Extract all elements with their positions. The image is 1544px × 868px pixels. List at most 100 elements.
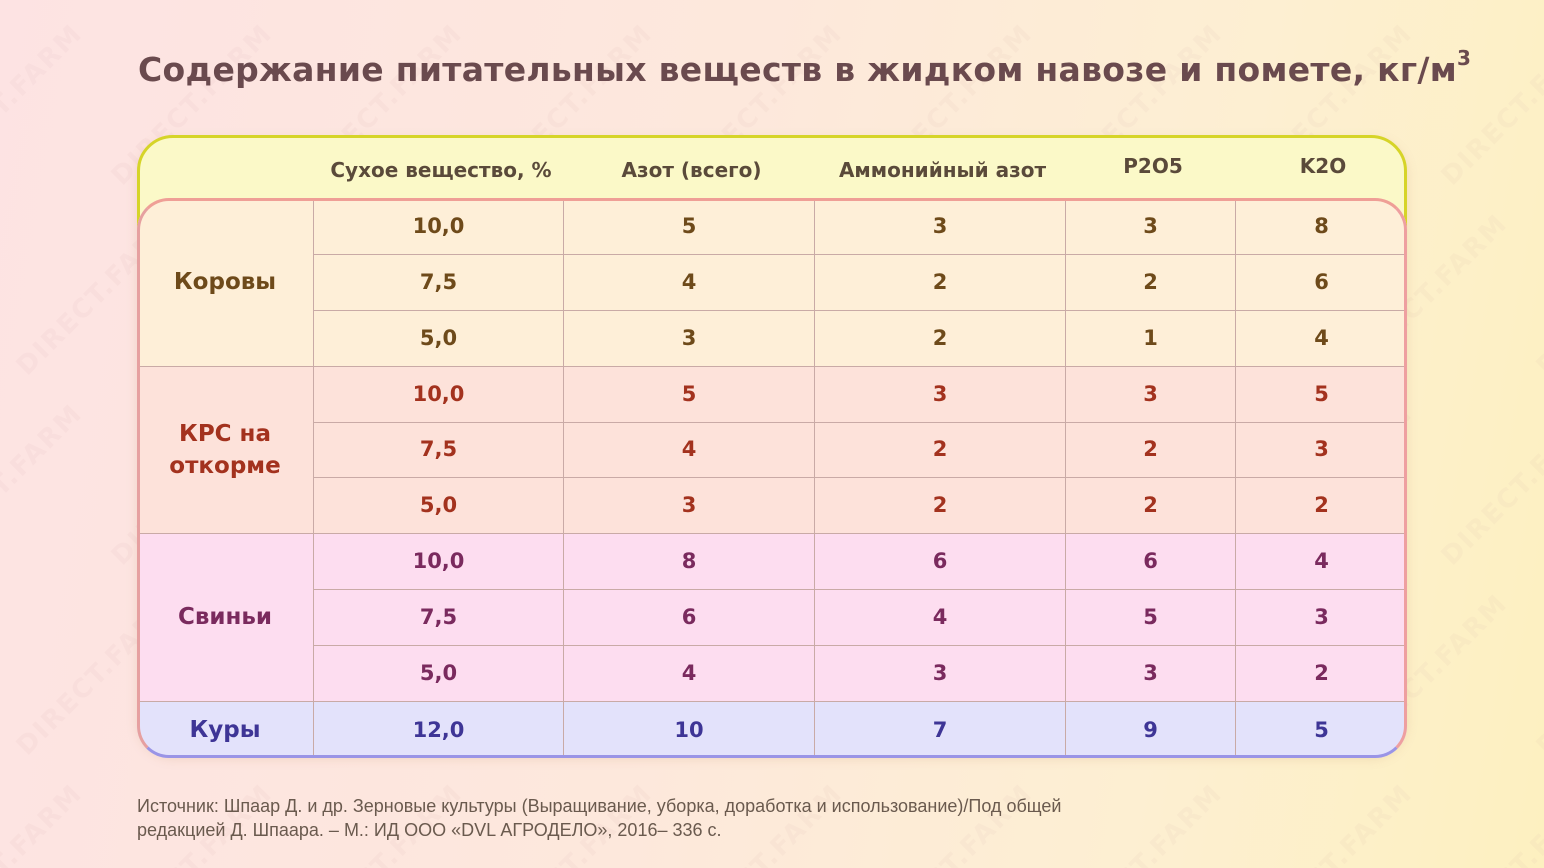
table-cell: 6 [1065,533,1235,589]
row-divider [313,254,1407,255]
table-cell: 3 [814,366,1065,422]
watermark-text: DIRECT.FARM [201,0,374,1]
table-cell: 4 [814,589,1065,645]
watermark-text: DIRECT.FARM [1435,778,1544,868]
table-cell: 6 [814,533,1065,589]
table-body: Коровы 10,0 5 3 3 8 7,5 4 2 2 6 5,0 3 2 1 4 КРС на откор… [137,198,1407,758]
table-cell: 5 [563,198,814,254]
table-cell: 5 [1235,701,1407,758]
table-cell: 4 [563,421,814,478]
table-cell: 5 [1235,366,1407,422]
table-cell: 3 [1235,421,1407,478]
watermark-text: DIRECT.FARM [1530,208,1544,382]
table-cell: 3 [814,645,1065,701]
watermark-text: DIRECT.FARM [1341,0,1514,1]
table-cell: 3 [563,477,814,533]
header-p2o5: P2O5 [1123,154,1183,178]
table-cell: 1 [1065,310,1235,366]
table-row: 12,0 10 7 9 5 [137,701,1407,758]
row-divider [313,310,1407,311]
table-cell: 3 [1065,366,1235,422]
source-line-1: Источник: Шпаар Д. и др. Зерновые культу… [137,796,1062,816]
watermark-text: DIRECT.FARM [0,398,89,572]
table-cell: 8 [563,533,814,589]
watermark-text: DIRECT.FARM [1435,18,1544,192]
header-k2o: K2O [1299,154,1347,178]
table-cell: 2 [1235,645,1407,701]
table-row: 7,5 4 2 2 6 [137,254,1407,310]
table-cell: 4 [563,254,814,310]
table-cell: 10,0 [313,198,563,254]
table-cell: 2 [814,310,1065,366]
group-divider [137,533,1407,534]
source-citation: Источник: Шпаар Д. и др. Зерновые культу… [137,794,1337,842]
watermark-text: DIRECT.FARM [0,778,89,868]
table-header: Сухое вещество, % Азот (всего) Аммонийны… [140,138,1404,200]
watermark-text: DIRECT.FARM [961,0,1134,1]
table-cell: 7,5 [313,421,563,478]
table-row: 5,0 4 3 3 2 [137,645,1407,701]
watermark-text: DIRECT.FARM [581,0,754,1]
watermark-text: DIRECT.FARM [771,0,944,1]
header-ammonium-nitrogen: Аммонийный азот [838,158,1047,182]
nutrient-table: Сухое вещество, % Азот (всего) Аммонийны… [137,135,1407,758]
group-label: Свиньи [177,604,273,630]
group-divider [137,366,1407,367]
watermark-text: DIRECT.FARM [1435,398,1544,572]
table-cell: 8 [1235,198,1407,254]
table-row: 7,5 6 4 5 3 [137,589,1407,645]
table-cell: 6 [1235,254,1407,310]
table-cell: 4 [1235,310,1407,366]
table-cell: 9 [1065,701,1235,758]
table-cell: 10,0 [313,366,563,422]
row-divider [313,477,1407,479]
table-cell: 3 [563,310,814,366]
table-cell: 10,0 [313,533,563,589]
table-cell: 3 [1065,198,1235,254]
table-cell: 5,0 [313,477,563,533]
row-divider [313,589,1407,590]
title-text: Содержание питательных веществ в жидком … [138,50,1458,89]
table-cell: 12,0 [313,701,563,758]
table-cell: 6 [563,589,814,645]
table-cell: 4 [1235,533,1407,589]
table-cell: 5,0 [313,645,563,701]
table-row: 10,0 8 6 6 4 [137,533,1407,589]
table-row: 10,0 5 3 3 8 [137,198,1407,254]
table-cell: 2 [1065,477,1235,533]
table-cell: 2 [814,421,1065,478]
table-row: 5,0 3 2 2 2 [137,477,1407,533]
table-cell: 2 [1065,254,1235,310]
table-cell: 3 [814,198,1065,254]
table-cell: 7 [814,701,1065,758]
group-label: Коровы [173,269,277,295]
header-total-nitrogen: Азот (всего) [621,158,762,182]
table-cell: 5 [1065,589,1235,645]
watermark-text: DIRECT.FARM [11,0,184,1]
group-label: Куры [189,716,261,743]
table-cell: 7,5 [313,589,563,645]
table-cell: 2 [814,477,1065,533]
watermark-text: DIRECT.FARM [1530,588,1544,762]
table-row: 5,0 3 2 1 4 [137,310,1407,366]
table-cell: 5 [563,366,814,422]
group-cows: Коровы 10,0 5 3 3 8 7,5 4 2 2 6 5,0 3 2 1 4 [137,198,1407,366]
group-hens: Куры 12,0 10 7 9 5 [137,701,1407,758]
watermark-text: DIRECT.FARM [0,18,89,192]
table-cell: 2 [1065,421,1235,478]
watermark-text: DIRECT.FARM [1531,0,1544,1]
table-row: 10,0 5 3 3 5 [137,366,1407,422]
page-title: Содержание питательных веществ в жидком … [138,46,1471,89]
table-cell: 4 [563,645,814,701]
row-divider [313,645,1407,646]
watermark-text: DIRECT.FARM [391,0,564,1]
table-row: 7,5 4 2 2 3 [137,421,1407,478]
table-cell: 2 [1235,477,1407,533]
table-cell: 10 [563,701,814,758]
table-cell: 2 [814,254,1065,310]
row-divider [313,421,1407,423]
group-fattening-cattle: КРС на откорме 10,0 5 3 3 5 7,5 4 2 2 3 5,0 3 2 2 2 [137,366,1407,533]
title-superscript: 3 [1457,46,1472,70]
table-cell: 3 [1065,645,1235,701]
source-line-2: редакцией Д. Шпаара. – М.: ИД ООО «DVL А… [137,820,722,840]
